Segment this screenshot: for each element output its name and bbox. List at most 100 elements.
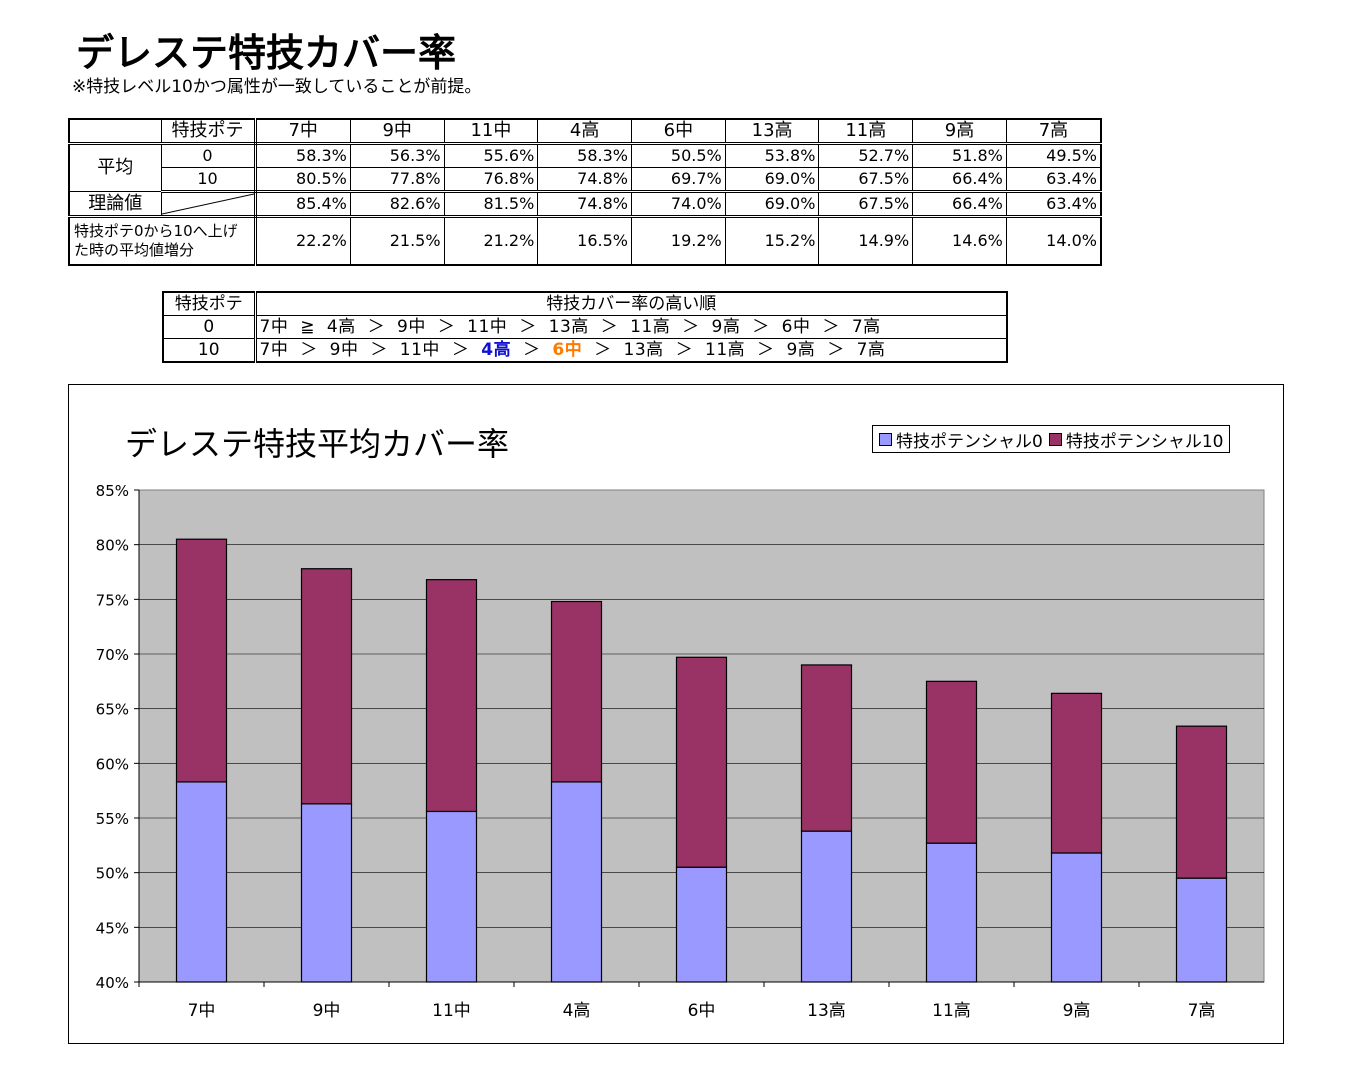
theory-cell: 81.5% <box>443 191 539 218</box>
rank-operator: ＞ <box>370 340 388 360</box>
avg0-cell: 50.5% <box>631 143 726 168</box>
rank-operator: ＞ <box>682 317 700 337</box>
avg0-cell: 58.3% <box>254 143 351 168</box>
bar-pote10 <box>925 680 978 844</box>
increase-row: 特技ポテ0から10へ上げた時の平均値増分 22.2% 21.5% 21.2% 1… <box>68 216 1102 266</box>
rank-item: 6中 <box>781 317 811 337</box>
bar-pote0 <box>800 830 853 983</box>
avg0-cell: 52.7% <box>818 143 914 168</box>
avg10-cell: 66.4% <box>912 167 1007 193</box>
rank-operator: ＞ <box>594 340 612 360</box>
theory-label: 理論値 <box>68 191 162 218</box>
stats-header-label: 特技ポテ <box>160 118 257 145</box>
theory-cell: 82.6% <box>349 191 445 218</box>
stats-corner <box>68 118 162 145</box>
rank-item: 7中 <box>259 317 289 337</box>
col-header: 13高 <box>724 118 820 145</box>
rank-row-0: 0 7中 ≧ 4高 ＞ 9中 ＞ 11中 ＞ 13高 ＞ 11高 ＞ 9高 ＞ … <box>162 315 1008 339</box>
x-tick-label: 9高 <box>1063 1001 1091 1021</box>
avg10-cell: 77.8% <box>349 167 445 193</box>
bar-pote10 <box>675 656 728 868</box>
rank-item: 7高 <box>856 340 886 360</box>
bar-pote0 <box>675 866 728 983</box>
rank-item: 11高 <box>705 340 746 360</box>
rank-operator: ＞ <box>822 317 840 337</box>
y-tick-label: 55% <box>96 810 129 828</box>
rank-operator: ＞ <box>300 340 318 360</box>
increase-cell: 14.0% <box>1005 216 1102 266</box>
avg10-cell: 63.4% <box>1005 167 1102 193</box>
rank-operator: ＞ <box>519 317 537 337</box>
theory-cell: 74.8% <box>537 191 632 218</box>
rank-item: 9高 <box>786 340 816 360</box>
legend-swatch <box>879 432 892 446</box>
bar-pote0 <box>425 810 478 983</box>
x-tick-label: 13高 <box>807 1001 846 1021</box>
rank-sequence: 7中 ＞ 9中 ＞ 11中 ＞ 4高 ＞ 6中 ＞ 13高 ＞ 11高 ＞ 9高… <box>254 338 1008 363</box>
bar-pote0 <box>175 781 228 983</box>
rank-operator: ＞ <box>451 340 470 360</box>
theory-cell: 69.0% <box>724 191 820 218</box>
col-header: 7中 <box>254 118 351 145</box>
bar-pote10 <box>550 600 603 783</box>
x-tick-label: 11中 <box>432 1001 471 1021</box>
avg10-cell: 80.5% <box>254 167 351 193</box>
bar-pote10 <box>425 579 478 813</box>
theory-cell: 67.5% <box>818 191 914 218</box>
avg10-cell: 69.7% <box>631 167 726 193</box>
avg10-cell: 74.8% <box>537 167 632 193</box>
rank-item: 9高 <box>711 317 741 337</box>
rank-operator: ＞ <box>675 340 694 360</box>
rank-operator: ≧ <box>300 317 315 337</box>
rank-operator: ＞ <box>522 340 541 360</box>
avg-sub-label: 10 <box>160 167 257 193</box>
rank-item: 13高 <box>623 340 664 360</box>
rank-item: 6中 <box>552 340 583 360</box>
rank-item: 9中 <box>329 340 359 360</box>
legend-label: 特技ポテンシャル10 <box>1065 431 1224 452</box>
theory-cell: 63.4% <box>1005 191 1102 218</box>
y-tick-label: 65% <box>96 701 129 719</box>
rank-item: 9中 <box>397 317 426 337</box>
avg10-cell: 69.0% <box>724 167 820 193</box>
x-tick-label: 4高 <box>563 1001 591 1021</box>
rank-sequence: 7中 ≧ 4高 ＞ 9中 ＞ 11中 ＞ 13高 ＞ 11高 ＞ 9高 ＞ 6中… <box>254 315 1008 339</box>
legend-label: 特技ポテンシャル0 <box>896 431 1043 452</box>
avg0-cell: 51.8% <box>912 143 1007 168</box>
avg-row-10: 10 80.5% 77.8% 76.8% 74.8% 69.7% 69.0% 6… <box>69 167 1102 193</box>
y-tick-label: 40% <box>96 974 129 992</box>
theory-cell: 74.0% <box>631 191 726 218</box>
avg-row-0: 平均 0 58.3% 56.3% 55.6% 58.3% 50.5% 53.8%… <box>68 143 1102 192</box>
x-tick-label: 6中 <box>688 1001 716 1021</box>
avg0-cell: 49.5% <box>1005 143 1102 168</box>
diagonal-line <box>161 193 254 215</box>
x-tick-label: 11高 <box>932 1001 971 1021</box>
chart-legend: 特技ポテンシャル0 特技ポテンシャル10 <box>872 425 1231 453</box>
rank-header-row: 特技ポテ 特技カバー率の高い順 <box>162 291 1008 316</box>
avg0-cell: 58.3% <box>537 143 632 168</box>
col-header: 7高 <box>1005 118 1102 145</box>
avg10-cell: 76.8% <box>443 167 539 193</box>
rank-item: 13高 <box>548 317 589 337</box>
col-header: 11高 <box>818 118 914 145</box>
chart-svg: 40% 45% 50% 55% 60% 65% 70% 75% 80% 85% 7中 9中 11中 4高 6… <box>96 482 1265 1021</box>
y-tick-label: 75% <box>96 591 129 609</box>
bar-pote10 <box>800 664 853 832</box>
bar-pote10 <box>1175 725 1228 879</box>
increase-label: 特技ポテ0から10へ上げた時の平均値増分 <box>68 216 257 266</box>
rank-operator: ＞ <box>437 317 456 337</box>
legend-swatch <box>1048 432 1062 446</box>
avg10-cell: 67.5% <box>818 167 914 193</box>
avg0-cell: 53.8% <box>724 143 820 168</box>
y-tick-label: 45% <box>96 919 129 937</box>
bar-pote10 <box>300 568 353 805</box>
rank-table: 特技ポテ 特技カバー率の高い順 0 7中 ≧ 4高 ＞ 9中 ＞ 11中 ＞ 1… <box>162 291 1008 363</box>
chart-title: デレステ特技平均カバー率 <box>125 425 510 463</box>
avg0-cell: 56.3% <box>349 143 445 168</box>
rank-header-label: 特技ポテ <box>162 291 257 316</box>
rank-header-title: 特技カバー率の高い順 <box>254 291 1008 316</box>
increase-cell: 15.2% <box>724 216 820 266</box>
legend-item: 特技ポテンシャル10 <box>1048 427 1224 452</box>
bar-pote0 <box>550 781 603 983</box>
rank-row-10: 10 7中 ＞ 9中 ＞ 11中 ＞ 4高 ＞ 6中 ＞ 13高 ＞ 11高 ＞… <box>162 338 1008 363</box>
